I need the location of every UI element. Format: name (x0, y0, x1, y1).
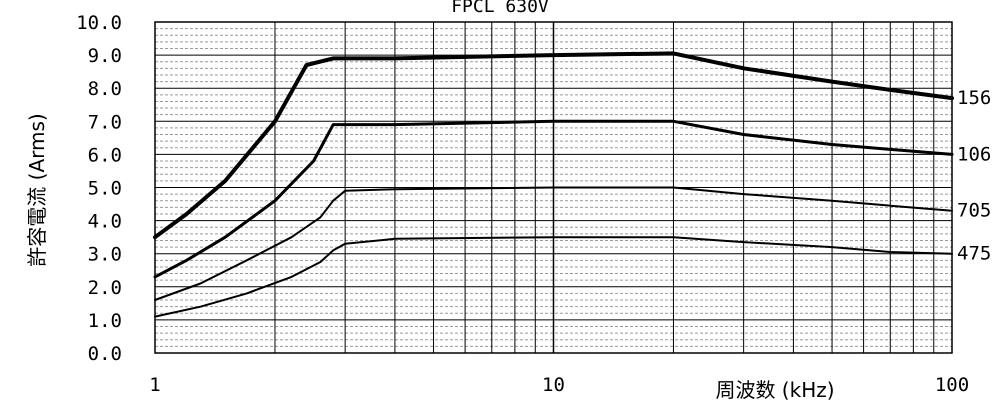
series-line-475 (154, 236, 953, 318)
series-line-156 (153, 51, 954, 240)
series-line-705 (154, 186, 953, 301)
series-label-475: 475 (957, 243, 991, 265)
x-tick-label: 100 (935, 374, 969, 396)
series-label-106: 106 (957, 143, 991, 165)
y-tick-label: 4.0 (88, 211, 122, 233)
y-tick-label: 10.0 (76, 12, 122, 34)
y-tick-label: 0.0 (88, 343, 122, 365)
y-tick-label: 6.0 (88, 144, 122, 166)
y-axis-label: 許容電流 (Arms) (25, 113, 49, 266)
y-tick-label: 1.0 (88, 310, 122, 332)
x-tick-label: 10 (542, 374, 565, 396)
series-group (153, 51, 954, 318)
x-axis: 1 10 100 (149, 374, 969, 396)
y-tick-label: 9.0 (88, 45, 122, 67)
series-label-156: 156 (957, 87, 991, 109)
y-tick-label: 3.0 (88, 244, 122, 266)
y-tick-label: 8.0 (88, 78, 122, 100)
x-axis-label: 周波数 (kHz) (715, 378, 834, 402)
series-label-705: 705 (957, 200, 991, 222)
y-tick-label: 7.0 (88, 111, 122, 133)
y-tick-label: 5.0 (88, 178, 122, 200)
x-tick-label: 1 (149, 374, 160, 396)
series-labels: 156 106 705 475 (957, 87, 991, 265)
y-axis: 0.0 1.0 2.0 3.0 4.0 5.0 6.0 7.0 8.0 9.0 10.0 (76, 12, 122, 365)
chart-title: FPCL 630V (451, 0, 549, 17)
y-tick-label: 2.0 (88, 277, 122, 299)
plot-frame (154, 21, 953, 354)
series-line-106 (153, 119, 954, 279)
